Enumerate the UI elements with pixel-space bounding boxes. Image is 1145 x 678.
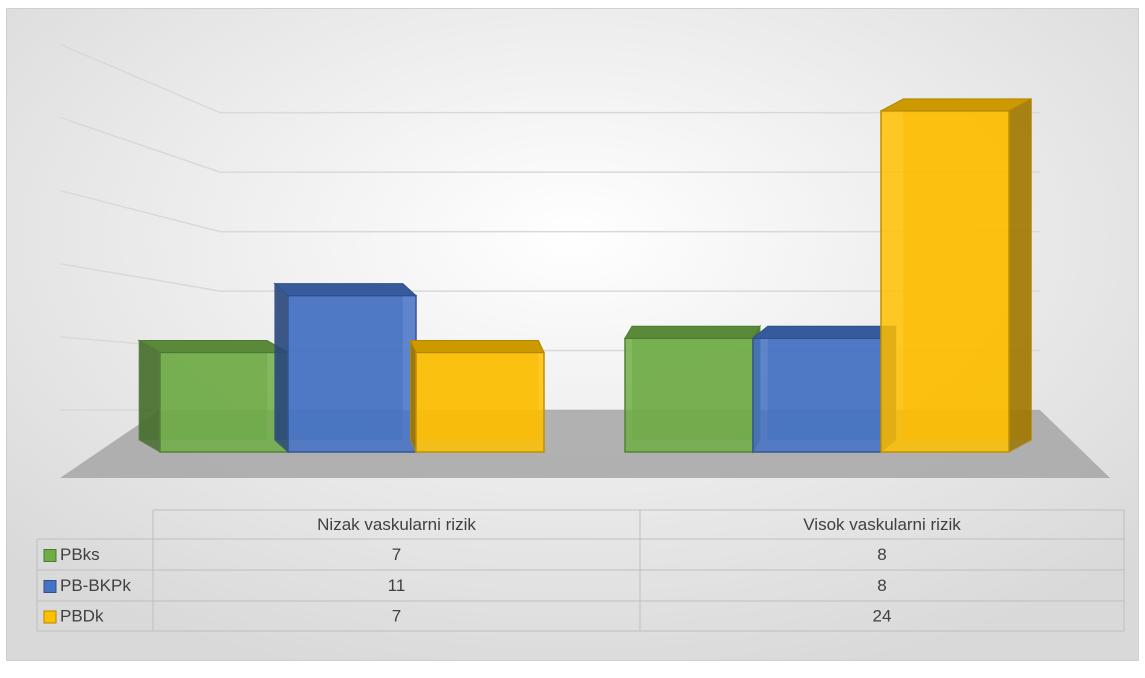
bar: [624, 337, 754, 453]
bar-top: [880, 98, 1032, 112]
table-header: Nizak vaskularni rizik: [317, 515, 476, 534]
table-value: 24: [873, 606, 892, 625]
bar-top: [273, 283, 418, 297]
grid-line: [59, 189, 1040, 233]
bar: [287, 294, 417, 453]
bar-side: [1008, 98, 1032, 453]
bar: [752, 337, 882, 453]
bar-top: [409, 340, 545, 353]
legend-key: [43, 549, 57, 562]
bar-side: [138, 339, 161, 453]
table-header: Visok vaskularni rizik: [803, 515, 961, 534]
grid-line: [59, 262, 1040, 292]
legend-label: PB-BKPk: [60, 576, 131, 595]
bar: [159, 351, 289, 453]
bar-top: [137, 340, 290, 353]
legend-key: [43, 580, 57, 593]
table-value: 8: [877, 576, 886, 595]
bar: [415, 351, 545, 453]
table-value: 11: [388, 576, 406, 595]
grid-line: [59, 43, 1040, 114]
table-value: 8: [877, 545, 886, 564]
table-value: 7: [392, 606, 401, 625]
legend-label: PBks: [60, 545, 100, 564]
grid-line: [59, 116, 1040, 173]
bar-top: [624, 325, 761, 339]
legend-label: PBDk: [60, 606, 104, 625]
bar-side: [274, 282, 289, 454]
legend-key: [43, 610, 57, 624]
table-value: 7: [392, 545, 401, 564]
bar-top: [751, 325, 898, 339]
bar: [880, 110, 1010, 453]
bar-side: [409, 340, 417, 453]
